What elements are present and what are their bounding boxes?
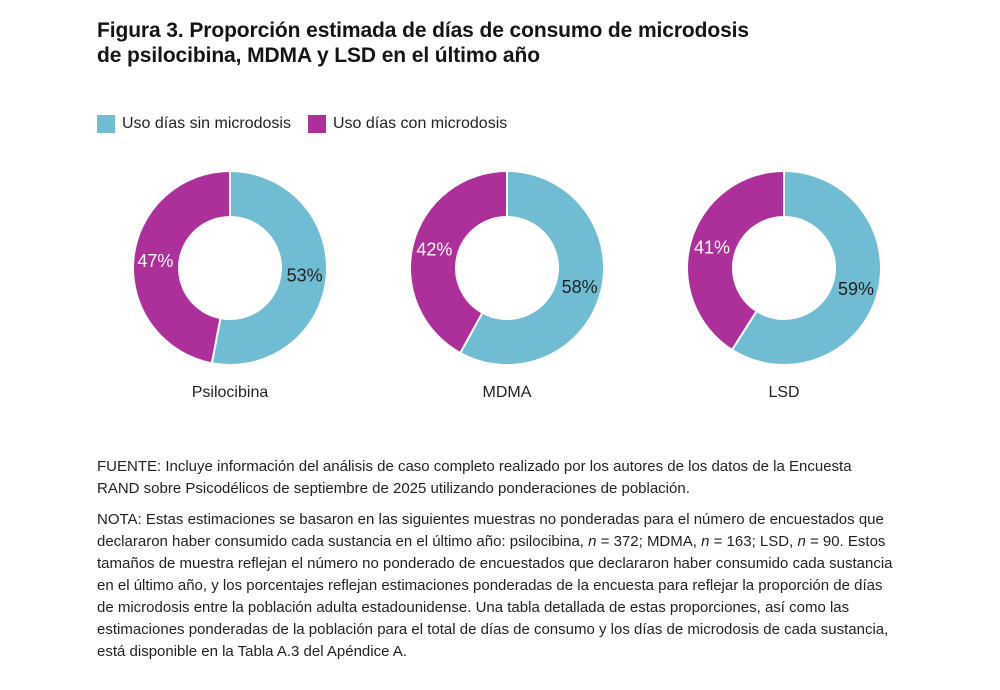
legend-label-sin-microdosis: Uso días sin microdosis (122, 115, 291, 132)
source-note: FUENTE: Incluye información del análisis… (97, 458, 852, 497)
donut-slice-con-microdosis (132, 169, 231, 365)
figure-page: Figura 3. Proporción estimada de días de… (97, 18, 1000, 663)
donut-value-label-con-microdosis: 42% (416, 240, 452, 260)
donut-slice-con-microdosis (686, 169, 785, 352)
legend-swatch-con-microdosis (307, 115, 326, 133)
figure-notes: FUENTE: Incluye información del análisis… (97, 456, 897, 663)
donut-caption-mdma: MDMA (482, 384, 532, 401)
donut-ring-mdma: 58% 42% (407, 168, 607, 368)
donut-value-label-con-microdosis: 47% (137, 251, 173, 271)
donut-chart-lsd: 59% 41% LSD (684, 168, 884, 402)
donut-caption-lsd: LSD (768, 384, 800, 401)
legend-item-con-microdosis: Uso días con microdosis (307, 115, 508, 133)
donut-chart-mdma: 58% 42% MDMA (407, 168, 607, 402)
donut-value-label-sin-microdosis: 58% (562, 277, 598, 297)
donut-ring-lsd: 59% 41% (684, 168, 884, 368)
donut-ring-psilocibina: 53% 47% (130, 168, 330, 368)
figure-title: Figura 3. Proporción estimada de días de… (97, 18, 927, 68)
figure-title-line2: de psilocibina, MDMA y LSD en el último … (97, 44, 540, 67)
donut-charts-row: 53% 47% Psilocibina 58% 42% MDMA 59% 41% LS… (130, 168, 1000, 402)
donut-slice-con-microdosis (409, 169, 508, 355)
donut-slice-sin-microdosis (730, 169, 882, 366)
legend-item-sin-microdosis: Uso días sin microdosis (97, 115, 291, 133)
chart-legend: Uso días sin microdosis Uso días con mic… (97, 115, 1000, 133)
donut-caption-psilocibina: Psilocibina (191, 384, 269, 401)
figure-label: Figura 3. (97, 19, 184, 42)
legend-swatch-sin-microdosis (97, 115, 115, 133)
donut-value-label-sin-microdosis: 59% (838, 279, 874, 299)
donut-value-label-sin-microdosis: 53% (287, 265, 323, 285)
legend-label-con-microdosis: Uso días con microdosis (332, 115, 508, 132)
methodology-note: NOTA: Estas estimaciones se basaron en l… (97, 511, 893, 660)
donut-slice-sin-microdosis (210, 169, 328, 366)
donut-chart-psilocibina: 53% 47% Psilocibina (130, 168, 330, 402)
donut-value-label-con-microdosis: 41% (694, 237, 730, 257)
donut-slice-sin-microdosis (458, 169, 605, 366)
figure-title-line1: Proporción estimada de días de consumo d… (189, 19, 749, 42)
